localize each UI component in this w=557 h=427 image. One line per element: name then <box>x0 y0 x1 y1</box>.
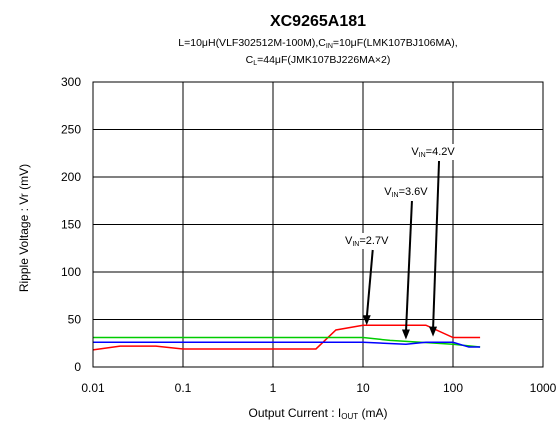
annotation-bg <box>336 233 399 249</box>
y-tick-labels: 0 50 100 150 200 250 300 <box>61 75 81 374</box>
x-tick-label: 10 <box>356 381 370 395</box>
annotation-sub: IN <box>392 192 399 199</box>
annotation-bg <box>403 144 466 160</box>
annotation-label: VIN=3.6V <box>384 186 428 199</box>
chart-subtitle-line1: L=10μH(VLF302512M-100M),CIN=10μF(LMK107B… <box>178 37 457 50</box>
annotation-arrow-line <box>365 249 374 319</box>
chart-title: XC9265A181 <box>270 13 366 30</box>
x-tick-label: 1000 <box>530 381 557 395</box>
chart-subtitle-line2: CL=44μF(JMK107BJ226MA×2) <box>246 54 391 67</box>
x-tick-label: 100 <box>443 381 463 395</box>
annotation-1: VIN=2.7V <box>336 233 399 326</box>
annotation-arrow-line <box>404 200 413 333</box>
annotation-value: =4.2V <box>426 146 456 158</box>
subtitle1-sub: IN <box>326 43 333 50</box>
annotation-bg <box>375 184 438 200</box>
annotation-v: V <box>384 186 392 198</box>
x-label-sub: OUT <box>341 412 358 421</box>
annotation-2: VIN=3.6V <box>375 184 438 340</box>
y-tick-label: 200 <box>61 170 81 184</box>
annotation-arrow-head <box>362 315 371 326</box>
subtitle1-part1: L=10μH(VLF302512M-100M),C <box>178 37 326 49</box>
y-tick-label: 300 <box>61 75 81 89</box>
annotation-sub: IN <box>419 152 426 159</box>
subtitle2-part2: =44μF(JMK107BJ226MA×2) <box>257 54 390 66</box>
annotation-arrow-head <box>401 329 410 340</box>
subtitle1-part2: =10μF(LMK107BJ106MA), <box>333 37 458 49</box>
annotation-value: =3.6V <box>399 186 429 198</box>
x-label-part1: Output Current : I <box>249 406 342 420</box>
annotation-label: VIN=2.7V <box>345 235 389 248</box>
annotation-label: VIN=4.2V <box>411 146 455 159</box>
annotation-v: V <box>345 235 353 247</box>
x-axis-label: Output Current : IOUT (mA) <box>249 406 388 421</box>
series-line-2 <box>93 336 481 348</box>
y-tick-label: 100 <box>61 265 81 279</box>
annotation-v: V <box>411 146 419 158</box>
x-tick-labels: 0.01 0.1 1 10 100 1000 <box>81 381 556 395</box>
y-tick-label: 250 <box>61 123 81 137</box>
subtitle2-sub: L <box>253 60 257 67</box>
plot-border <box>92 81 544 368</box>
plot-area <box>92 81 544 368</box>
y-axis-label: Ripple Voltage : Vr (mV) <box>17 164 31 292</box>
y-tick-label: 50 <box>68 313 82 327</box>
annotation-value: =2.7V <box>359 235 389 247</box>
annotation-sub: IN <box>352 241 359 248</box>
x-tick-label: 1 <box>270 381 277 395</box>
annotation-3: VIN=4.2V <box>403 144 466 337</box>
x-label-part2: (mA) <box>358 406 387 420</box>
y-tick-label: 150 <box>61 218 81 232</box>
annotation-arrow-head <box>429 326 438 337</box>
x-tick-label: 0.1 <box>175 381 192 395</box>
subtitle2-part1: C <box>246 54 254 66</box>
y-tick-label: 0 <box>74 360 81 374</box>
x-tick-label: 0.01 <box>81 381 105 395</box>
annotation-arrow-line <box>432 160 441 330</box>
series-line-3 <box>93 341 481 348</box>
